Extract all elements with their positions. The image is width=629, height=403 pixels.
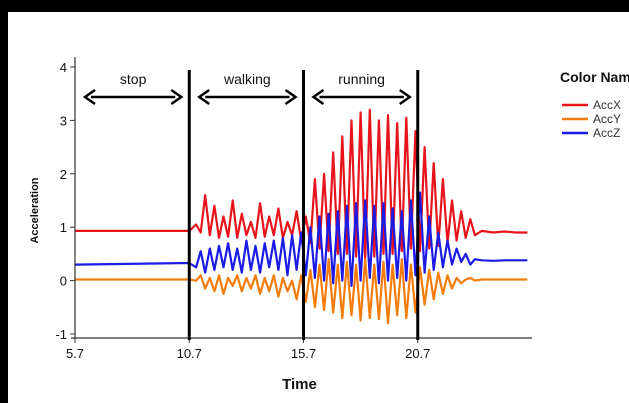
phase-arrow-head-left [82, 88, 96, 106]
x-tick-label: 20.7 [405, 346, 430, 361]
y-axis-title: Acceleration [29, 177, 41, 243]
series-line-accx [75, 108, 528, 261]
series-line-accz [74, 191, 528, 287]
legend-label-accx: AccX [593, 98, 621, 112]
x-tick-label: 15.7 [291, 346, 316, 361]
y-tick-label: 3 [60, 113, 67, 128]
legend-label-accy: AccY [593, 112, 621, 126]
y-tick-label: 1 [60, 220, 67, 235]
series-line-accy [75, 258, 528, 325]
x-tick-label: 5.7 [66, 346, 84, 361]
x-tick-label: 10.7 [177, 346, 202, 361]
phase-arrow-head-left [311, 88, 325, 106]
y-tick-label: 0 [60, 274, 67, 289]
phase-arrow-head-right [284, 88, 298, 106]
phase-label-walking: walking [223, 71, 271, 87]
y-tick-label: -1 [55, 327, 67, 342]
phase-label-running: running [338, 71, 385, 87]
acceleration-chart: -1 0 1 2 3 4 5.7 10.7 15.7 20.7 Time Acceleration s… [29, 57, 629, 393]
phase-label-stop: stop [120, 71, 147, 87]
y-tick-label: 2 [60, 167, 67, 182]
phase-arrow-head-right [170, 88, 184, 106]
x-axis-title: Time [282, 376, 317, 393]
chart-frame: -1 0 1 2 3 4 5.7 10.7 15.7 20.7 Time Acceleration s… [8, 12, 629, 403]
y-tick-label: 4 [60, 60, 67, 75]
phase-arrow-head-right [399, 88, 412, 106]
legend-title: Color Name [560, 69, 629, 85]
phase-arrow-head-left [197, 88, 210, 106]
legend-label-accz: AccZ [593, 126, 620, 140]
